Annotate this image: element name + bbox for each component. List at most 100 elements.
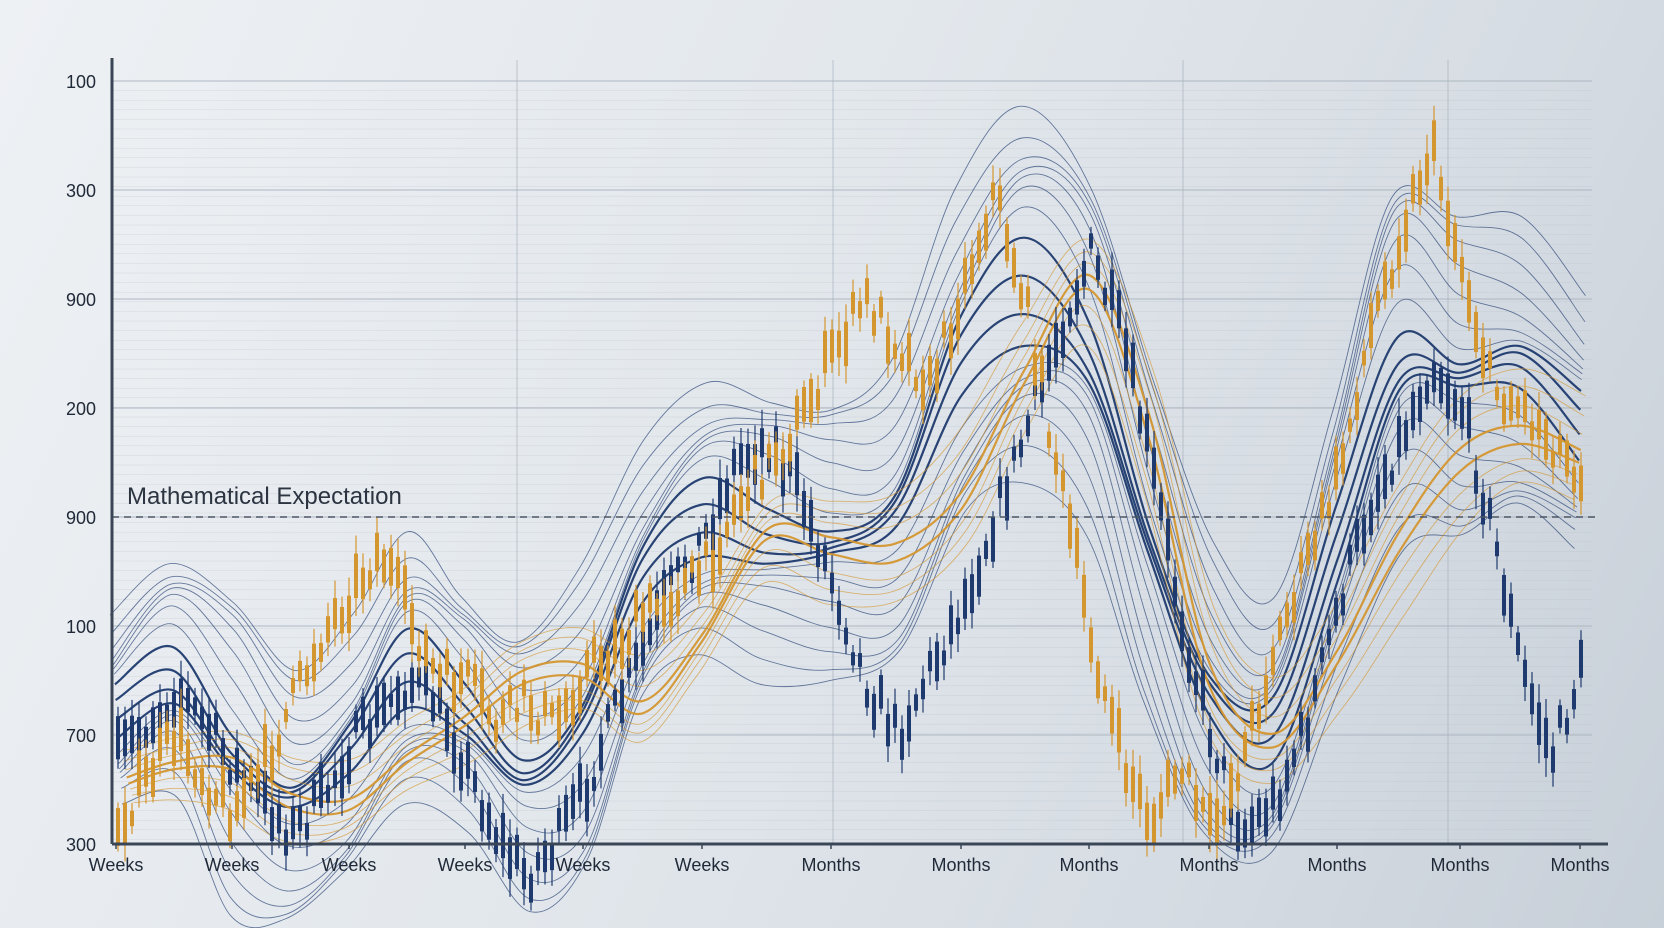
candle-body [277,734,281,757]
x-tick-label: Months [931,855,990,875]
candle-body [431,658,435,674]
x-tick-label: Weeks [438,855,493,875]
y-tick-label: 900 [66,508,96,528]
candle-body [746,443,750,478]
candle-body [1467,397,1471,439]
candle-body [1019,283,1023,310]
candle-body [1257,797,1261,828]
candle-body [1474,312,1478,353]
candle-body [1250,701,1254,731]
candle-body [123,802,127,846]
candle-body [417,646,421,662]
candle-body [207,787,211,816]
candle-body [424,630,428,667]
candle-body [942,321,946,338]
candle-body [375,685,379,728]
candle-body [235,747,239,783]
candle-body [480,800,484,832]
candle-body [1467,280,1471,323]
candle-body [319,642,323,662]
y-axis-ticks: 100 300 900 200 900 100 700 300 [66,72,96,855]
candle-body [837,600,841,625]
candle-body [739,443,743,475]
candle-body [900,353,904,371]
candle-body [1124,763,1128,794]
candle-body [606,704,610,722]
candle-body [718,537,722,575]
candle-body [137,717,141,753]
candle-body [291,806,295,840]
candle-body [753,455,757,470]
candle-body [1152,447,1156,489]
candle-body [732,448,736,476]
candle-body [1551,746,1555,773]
candle-body [1201,669,1205,711]
candle-body [403,690,407,710]
y-tick-label: 300 [66,181,96,201]
y-tick-label: 900 [66,290,96,310]
candle-body [599,733,603,771]
candle-body [1523,659,1527,687]
candle-body [1208,792,1212,836]
candle-body [1320,492,1324,519]
candle-body [312,643,316,682]
candle-body [1313,675,1317,702]
candle-body [466,659,470,677]
candle-body [830,572,834,594]
candle-body [914,376,918,392]
candle-body [396,556,400,589]
candle-body [578,763,582,802]
candle-body [1383,261,1387,300]
candle-body [1320,647,1324,663]
candle-body [991,517,995,562]
candle-body [767,443,771,459]
band-line [116,344,1580,809]
candle-body [592,776,596,791]
candle-body [200,768,204,796]
candle-body [1425,380,1429,404]
candle-body [1390,470,1394,485]
candle-body [1236,773,1240,792]
candle-body [1488,497,1492,519]
candle-body [900,728,904,760]
candle-body [1509,386,1513,421]
candle-body [1495,386,1499,401]
candle-body [228,769,232,785]
candle-body [515,707,519,722]
candle-body [1327,502,1331,519]
candle-body [1229,763,1233,809]
candle-body [1558,705,1562,728]
candle-body [494,827,498,855]
candle-body [886,713,890,747]
candle-body [1243,819,1247,848]
candle-body [214,712,218,735]
candle-body [1145,802,1149,841]
candle-body [627,629,631,655]
candle-body [613,689,617,706]
candle-body [417,667,421,688]
candle-body [144,726,148,748]
candle-body [1362,350,1366,366]
candle-body [963,578,967,619]
candle-body [557,695,561,741]
candle-body [1012,247,1016,288]
candle-body [1439,367,1443,404]
candle-body [522,857,526,890]
candle-body [1222,805,1226,826]
candle-body [1369,303,1373,348]
candle-body [1131,342,1135,389]
candle-body [865,278,869,305]
candle-body [1334,446,1338,490]
candle-body [487,706,491,725]
candle-body [1306,532,1310,565]
candle-body [123,719,127,757]
candle-body [1313,530,1317,561]
candle-body [396,676,400,720]
candle-body [802,490,806,528]
candle-body [1502,575,1506,616]
band-line [109,105,1586,672]
candle-body [1292,748,1296,767]
candle-body [830,329,834,363]
candle-body [242,778,246,818]
candle-body [263,770,267,814]
